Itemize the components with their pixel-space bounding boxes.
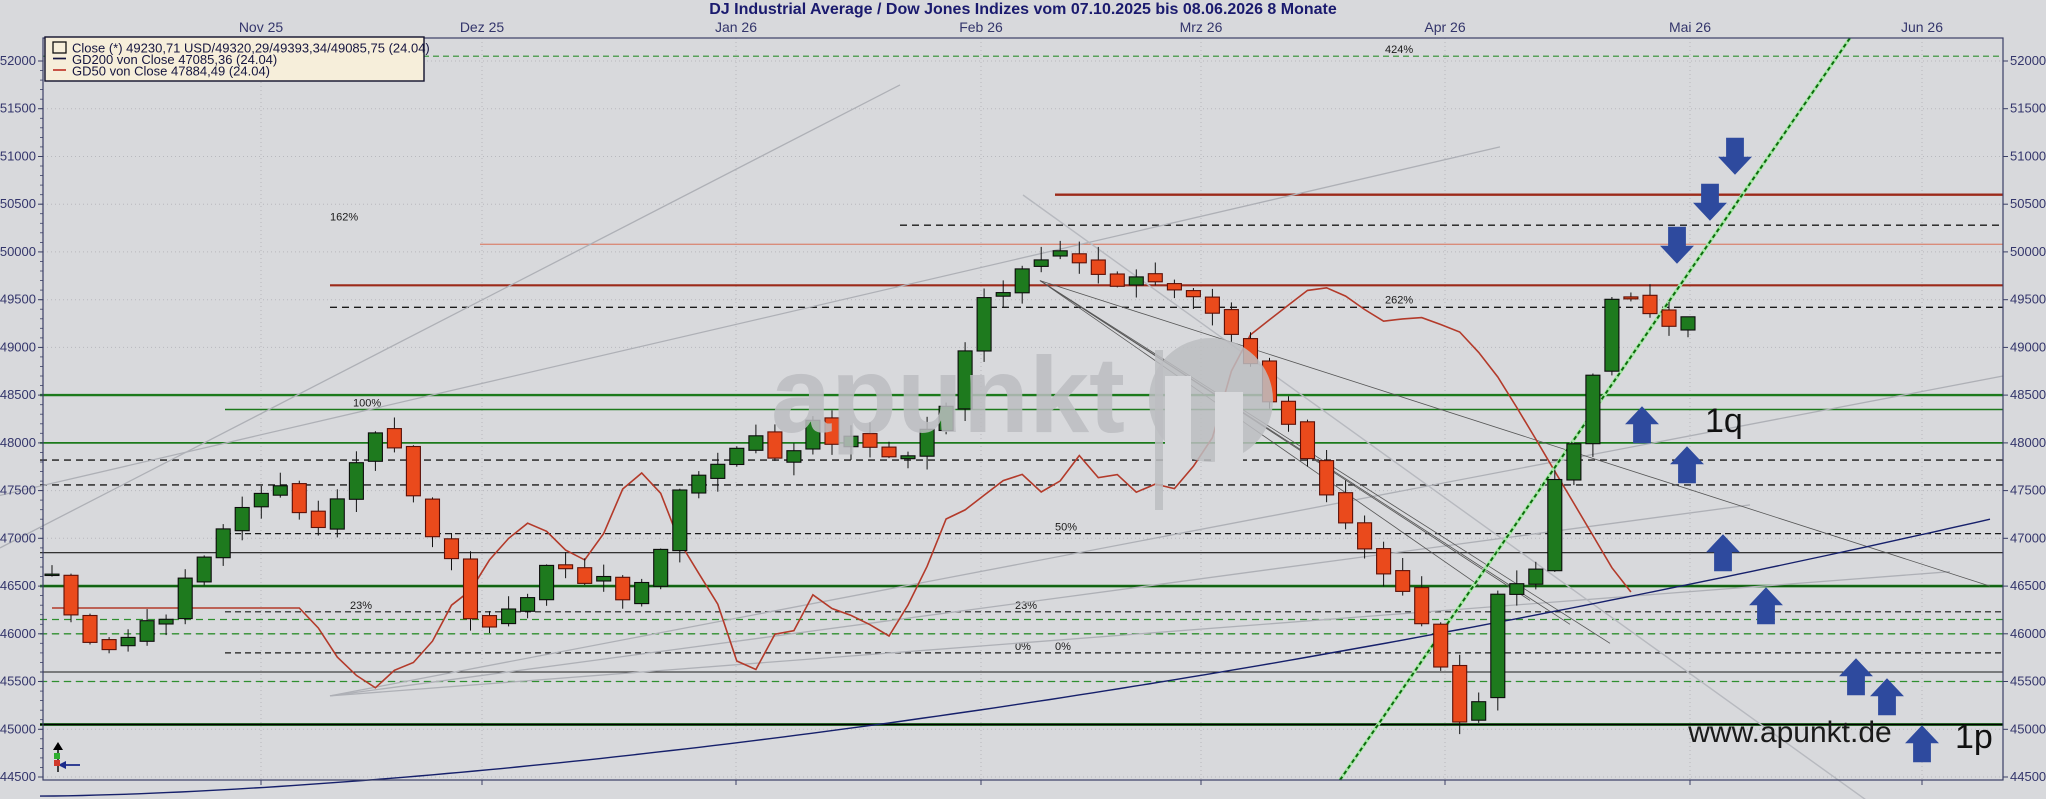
- svg-text:51000: 51000: [2010, 149, 2046, 164]
- svg-text:48500: 48500: [0, 387, 36, 402]
- svg-text:52000: 52000: [2010, 53, 2046, 68]
- svg-text:48500: 48500: [2010, 387, 2046, 402]
- svg-text:Dez 25: Dez 25: [460, 19, 505, 35]
- svg-text:apunkt: apunkt: [771, 334, 1125, 455]
- svg-text:45500: 45500: [2010, 674, 2046, 689]
- svg-text:424%: 424%: [1385, 44, 1413, 56]
- svg-text:45000: 45000: [0, 721, 36, 736]
- svg-text:51500: 51500: [0, 101, 36, 116]
- svg-text:DJ Industrial Average / Dow Jo: DJ Industrial Average / Dow Jones Indize…: [709, 1, 1337, 18]
- svg-text:Mrz 26: Mrz 26: [1180, 19, 1223, 35]
- svg-text:262%: 262%: [1385, 294, 1413, 306]
- svg-text:50500: 50500: [2010, 196, 2046, 211]
- svg-text:49500: 49500: [0, 292, 36, 307]
- svg-text:Nov 25: Nov 25: [239, 19, 284, 35]
- svg-text:0%: 0%: [1055, 641, 1071, 653]
- svg-text:46500: 46500: [2010, 578, 2046, 593]
- svg-text:50500: 50500: [0, 196, 36, 211]
- svg-text:52000: 52000: [0, 53, 36, 68]
- svg-text:44500: 44500: [0, 769, 36, 784]
- svg-text:50000: 50000: [2010, 244, 2046, 259]
- svg-text:GD50 von Close 47884,49 (24.04: GD50 von Close 47884,49 (24.04): [72, 64, 270, 79]
- svg-text:46000: 46000: [2010, 626, 2046, 641]
- svg-text:50000: 50000: [0, 244, 36, 259]
- svg-text:48000: 48000: [2010, 435, 2046, 450]
- svg-text:45500: 45500: [0, 674, 36, 689]
- svg-text:47500: 47500: [2010, 483, 2046, 498]
- svg-text:49500: 49500: [2010, 292, 2046, 307]
- svg-text:46500: 46500: [0, 578, 36, 593]
- svg-text:23%: 23%: [350, 600, 372, 612]
- svg-text:www.apunkt.de: www.apunkt.de: [1687, 716, 1891, 749]
- svg-text:47000: 47000: [0, 530, 36, 545]
- svg-text:Jun 26: Jun 26: [1901, 19, 1943, 35]
- svg-text:Feb 26: Feb 26: [959, 19, 1003, 35]
- svg-text:47000: 47000: [2010, 530, 2046, 545]
- svg-text:48000: 48000: [0, 435, 36, 450]
- svg-text:1p: 1p: [1955, 718, 1993, 756]
- svg-text:Mai 26: Mai 26: [1669, 19, 1711, 35]
- svg-text:49000: 49000: [2010, 339, 2046, 354]
- svg-text:1q: 1q: [1705, 402, 1743, 440]
- svg-text:44500: 44500: [2010, 769, 2046, 784]
- svg-text:51500: 51500: [2010, 101, 2046, 116]
- svg-text:51000: 51000: [0, 149, 36, 164]
- svg-text:162%: 162%: [330, 211, 358, 223]
- svg-text:46000: 46000: [0, 626, 36, 641]
- svg-text:50%: 50%: [1055, 522, 1077, 534]
- svg-text:Jan 26: Jan 26: [715, 19, 757, 35]
- svg-text:49000: 49000: [0, 339, 36, 354]
- svg-text:Apr 26: Apr 26: [1424, 19, 1465, 35]
- svg-text:45000: 45000: [2010, 721, 2046, 736]
- svg-text:47500: 47500: [0, 483, 36, 498]
